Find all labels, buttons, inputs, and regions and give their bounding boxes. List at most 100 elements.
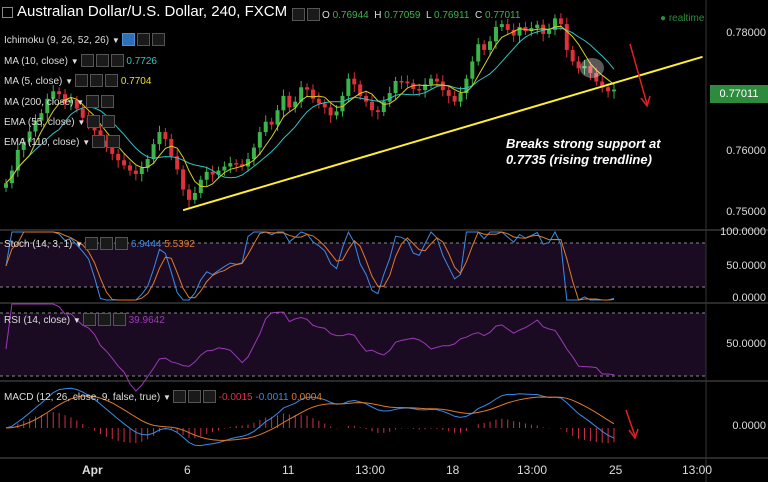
- dropdown-icon[interactable]: ▼: [77, 118, 86, 128]
- settings-icon[interactable]: [307, 8, 320, 21]
- close-icon[interactable]: [110, 54, 124, 67]
- settings-icon[interactable]: [136, 33, 150, 46]
- candle: [33, 114, 38, 137]
- candle: [482, 40, 487, 56]
- collapse-icon[interactable]: [2, 6, 13, 18]
- macd-down-arrow-icon: [625, 409, 639, 440]
- candle: [122, 153, 127, 170]
- candle: [169, 133, 174, 161]
- settings-icon[interactable]: [95, 54, 109, 67]
- stoch-k-value: 6.9444: [130, 239, 162, 251]
- eye-icon[interactable]: [87, 115, 101, 128]
- legend-ma200[interactable]: MA (200, close) ▼: [4, 95, 115, 109]
- settings-icon[interactable]: [100, 237, 114, 250]
- rsi-label: RSI (14, close): [4, 315, 71, 327]
- eye-icon[interactable]: [80, 54, 94, 67]
- dropdown-icon[interactable]: ▼: [75, 240, 84, 250]
- eye-icon[interactable]: [92, 135, 106, 148]
- candle: [157, 125, 162, 151]
- candle: [139, 161, 144, 182]
- dropdown-icon[interactable]: ▼: [70, 57, 79, 67]
- legend-ma5[interactable]: MA (5, close) ▼ 0.7704: [4, 74, 152, 88]
- candle: [452, 90, 457, 106]
- legend-rsi[interactable]: RSI (14, close) ▼ 39.9642: [4, 313, 165, 327]
- eye-icon[interactable]: [82, 313, 96, 326]
- legend-ma10[interactable]: MA (10, close) ▼ 0.7726: [4, 54, 157, 68]
- close-icon[interactable]: [151, 33, 165, 46]
- eye-icon[interactable]: [75, 74, 89, 87]
- eye-icon[interactable]: [86, 95, 100, 108]
- dropdown-icon[interactable]: ▼: [65, 77, 74, 87]
- stoch-tick: 50.0000: [726, 260, 766, 272]
- candle: [246, 152, 251, 172]
- stoch-d-line: [5, 231, 615, 301]
- dropdown-icon[interactable]: ▼: [82, 138, 91, 148]
- candle: [570, 45, 575, 66]
- close-icon[interactable]: [202, 390, 216, 403]
- time-tick: Apr: [82, 463, 103, 477]
- ma5-value: 0.7704: [120, 76, 152, 88]
- candle: [505, 18, 510, 36]
- legend-ema110[interactable]: EMA (110, close) ▼: [4, 135, 121, 149]
- rsi-path: [5, 303, 615, 392]
- candle: [299, 80, 304, 108]
- eye-icon[interactable]: [121, 33, 135, 46]
- eye-icon[interactable]: [292, 8, 305, 21]
- symbol-title: Australian Dollar/U.S. Dollar, 240, FXCM: [17, 3, 288, 20]
- ichimoku-label: Ichimoku (9, 26, 52, 26): [4, 35, 110, 47]
- close-icon[interactable]: [105, 74, 119, 87]
- legend-stoch[interactable]: Stoch (14, 3, 1) ▼ 6.9444 5.5392: [4, 237, 195, 251]
- rsi-tick: 50.0000: [726, 338, 766, 350]
- realtime-label: realtime: [668, 13, 705, 24]
- candle: [216, 166, 221, 179]
- eye-icon[interactable]: [172, 390, 186, 403]
- candle: [476, 37, 481, 66]
- candle: [364, 90, 369, 107]
- candle: [222, 161, 227, 176]
- candle: [263, 115, 268, 137]
- close-icon[interactable]: [115, 237, 129, 250]
- dropdown-icon[interactable]: ▼: [72, 316, 81, 326]
- candle: [429, 74, 434, 89]
- legend-ichimoku[interactable]: Ichimoku (9, 26, 52, 26) ▼: [4, 33, 165, 47]
- close-label: C: [474, 10, 483, 21]
- candle: [133, 165, 138, 181]
- candle: [234, 159, 239, 172]
- candle: [175, 149, 180, 175]
- dropdown-icon[interactable]: ▼: [162, 393, 171, 403]
- settings-icon[interactable]: [90, 74, 104, 87]
- candle: [293, 96, 298, 113]
- candle: [523, 21, 528, 36]
- breakout-highlight: [580, 58, 604, 78]
- candle: [287, 91, 292, 112]
- legend-ema55[interactable]: EMA (55, close) ▼: [4, 115, 116, 129]
- signal-value: -0.0011: [255, 392, 289, 404]
- histogram-value: 0.0004: [291, 392, 322, 404]
- open-label: O: [322, 10, 330, 21]
- low-value: 0.76911: [434, 10, 470, 21]
- dropdown-icon[interactable]: ▼: [76, 98, 85, 108]
- stoch-tick: 0.0000: [732, 292, 766, 304]
- candle: [240, 159, 245, 171]
- eye-icon[interactable]: [85, 237, 99, 250]
- chart-title[interactable]: Australian Dollar/U.S. Dollar, 240, FXCM…: [2, 3, 300, 20]
- settings-icon[interactable]: [102, 115, 116, 128]
- candle: [45, 93, 50, 121]
- settings-icon[interactable]: [107, 135, 121, 148]
- price-tick: 0.78000: [726, 27, 766, 39]
- candle: [423, 78, 428, 98]
- macd-tick: 0.0000: [732, 420, 766, 432]
- settings-icon[interactable]: [97, 313, 111, 326]
- dropdown-icon[interactable]: ▼: [111, 36, 120, 46]
- settings-icon[interactable]: [187, 390, 201, 403]
- rsi-value: 39.9642: [128, 315, 165, 327]
- chart-controls: [290, 8, 320, 22]
- close-icon[interactable]: [112, 313, 126, 326]
- time-tick: 18: [446, 463, 460, 477]
- candle: [499, 20, 504, 31]
- stoch-tick: 100.0000: [720, 226, 766, 238]
- candle: [4, 179, 8, 192]
- time-tick: 13:00: [682, 463, 713, 477]
- settings-icon[interactable]: [101, 95, 115, 108]
- legend-macd[interactable]: MACD (12, 26, close, 9, false, true) ▼ -…: [4, 390, 322, 404]
